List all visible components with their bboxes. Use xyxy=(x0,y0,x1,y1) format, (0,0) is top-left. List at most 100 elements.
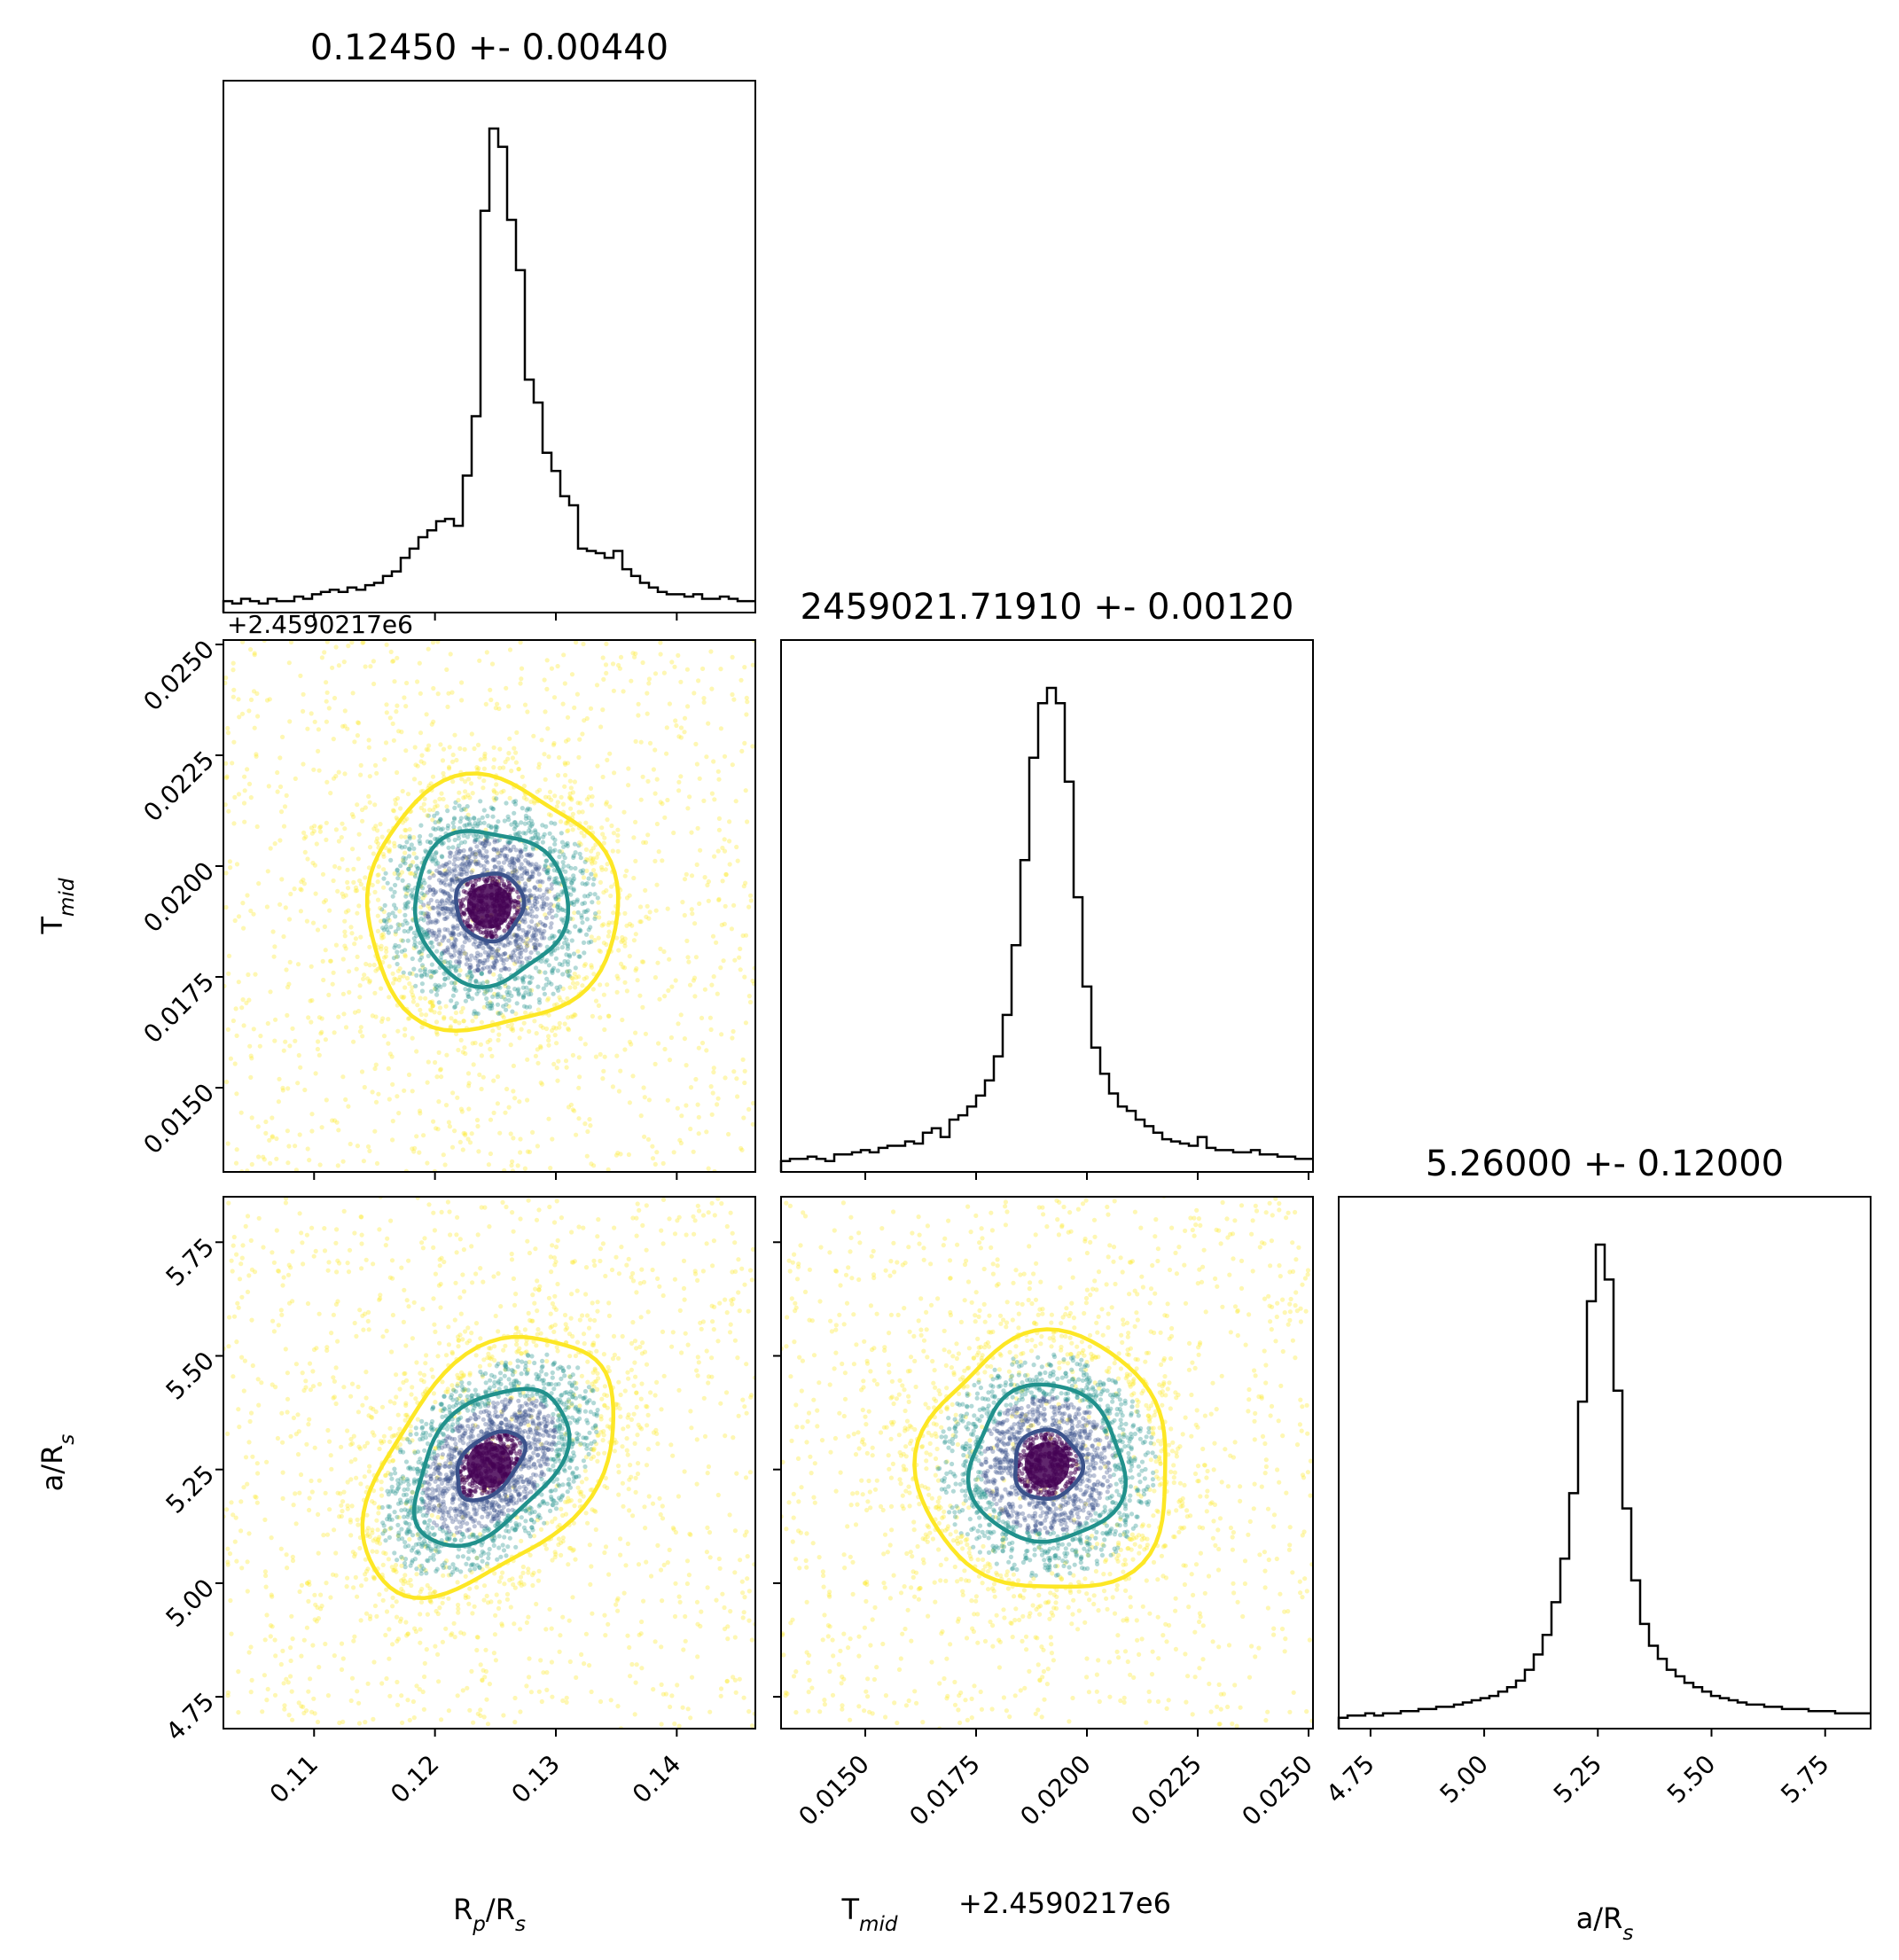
scatter-point xyxy=(533,866,538,871)
scatter-point xyxy=(463,789,468,794)
scatter-point xyxy=(226,808,231,814)
scatter-point xyxy=(391,808,396,814)
scatter-point xyxy=(357,1029,363,1035)
scatter-point xyxy=(585,1128,590,1135)
scatter-point xyxy=(584,797,590,802)
scatter-point xyxy=(496,1011,502,1017)
scatter-point xyxy=(482,949,488,955)
scatter-point xyxy=(469,852,475,857)
scatter-point xyxy=(392,945,397,950)
scatter-point xyxy=(270,1135,275,1140)
scatter-point xyxy=(455,878,460,884)
scatter-point xyxy=(430,1003,435,1009)
scatter-point xyxy=(366,1469,371,1474)
scatter-point xyxy=(304,1441,309,1447)
scatter-point xyxy=(510,755,516,761)
scatter-point xyxy=(427,1598,433,1604)
scatter-point xyxy=(384,919,389,925)
scatter-point xyxy=(490,994,496,999)
scatter-point xyxy=(506,1003,512,1009)
scatter-point xyxy=(382,757,387,762)
scatter-point xyxy=(600,774,606,780)
scatter-point xyxy=(524,1349,529,1355)
scatter-point xyxy=(520,938,526,944)
scatter-point xyxy=(381,1550,387,1556)
scatter-point xyxy=(640,660,645,666)
scatter-point xyxy=(444,873,449,878)
scatter-point xyxy=(301,1704,306,1709)
scatter-point xyxy=(505,857,511,863)
scatter-point xyxy=(458,910,465,915)
scatter-point xyxy=(528,893,533,898)
scatter-point xyxy=(542,928,547,934)
scatter-point xyxy=(340,1074,346,1080)
scatter-point xyxy=(390,659,395,664)
scatter-point xyxy=(262,1673,267,1678)
scatter-point xyxy=(481,863,487,869)
scatter-point xyxy=(566,1026,571,1031)
scatter-point xyxy=(351,879,356,886)
scatter-point xyxy=(542,832,547,837)
scatter-point xyxy=(738,1558,743,1563)
scatter-point xyxy=(508,953,514,958)
scatter-point xyxy=(725,1636,731,1642)
scatter-point xyxy=(455,847,460,852)
scatter-point xyxy=(447,745,452,750)
scatter-point xyxy=(434,899,440,904)
scatter-point xyxy=(399,845,404,850)
scatter-point xyxy=(485,1600,491,1605)
scatter-point xyxy=(321,977,326,983)
scatter-point xyxy=(715,848,721,854)
scatter-point xyxy=(372,889,378,895)
scatter-point xyxy=(392,976,397,981)
scatter-point xyxy=(574,980,580,986)
scatter-point xyxy=(452,854,457,859)
scatter-point xyxy=(453,968,458,973)
scatter-point xyxy=(549,886,554,891)
scatter-point xyxy=(322,1248,328,1253)
scatter-point xyxy=(616,1089,622,1094)
scatter-point xyxy=(334,1120,340,1125)
scatter-point xyxy=(497,1130,503,1136)
scatter-point xyxy=(339,835,344,840)
scatter-point xyxy=(448,1461,453,1466)
scatter-point xyxy=(513,847,519,853)
scatter-point xyxy=(525,1057,530,1062)
scatter-point xyxy=(375,928,380,933)
scatter-point xyxy=(357,1545,363,1551)
scatter-point xyxy=(428,973,434,979)
scatter-point xyxy=(513,938,519,943)
scatter-point xyxy=(743,788,748,793)
scatter-point xyxy=(600,1076,606,1082)
scatter-point xyxy=(390,1312,395,1318)
scatter-point xyxy=(377,1446,382,1452)
scatter-point xyxy=(527,1149,533,1155)
scatter-point xyxy=(373,824,379,829)
scatter-point xyxy=(620,934,625,941)
scatter-point xyxy=(461,1130,466,1136)
scatter-point xyxy=(240,901,246,906)
scatter-point xyxy=(465,869,470,874)
scatter-point xyxy=(616,662,621,668)
scatter-point xyxy=(388,1526,394,1531)
scatter-point xyxy=(482,751,488,757)
scatter-point xyxy=(437,1011,442,1016)
scatter-point xyxy=(366,793,371,800)
scatter-point xyxy=(371,962,377,968)
scatter-point xyxy=(516,766,521,772)
scatter-point xyxy=(534,1031,539,1036)
scatter-point xyxy=(453,1010,458,1016)
scatter-point xyxy=(402,695,407,700)
scatter-point xyxy=(653,908,659,913)
scatter-point xyxy=(234,862,240,867)
scatter-point xyxy=(517,925,522,931)
scatter-point xyxy=(466,863,473,868)
scatter-point xyxy=(407,847,412,852)
scatter-point xyxy=(684,1581,691,1587)
scatter-point xyxy=(245,893,250,898)
scatter-point xyxy=(508,839,513,844)
scatter-point xyxy=(618,1414,623,1419)
scatter-point xyxy=(506,1105,512,1110)
scatter-point xyxy=(488,1037,493,1042)
scatter-point xyxy=(441,949,447,954)
